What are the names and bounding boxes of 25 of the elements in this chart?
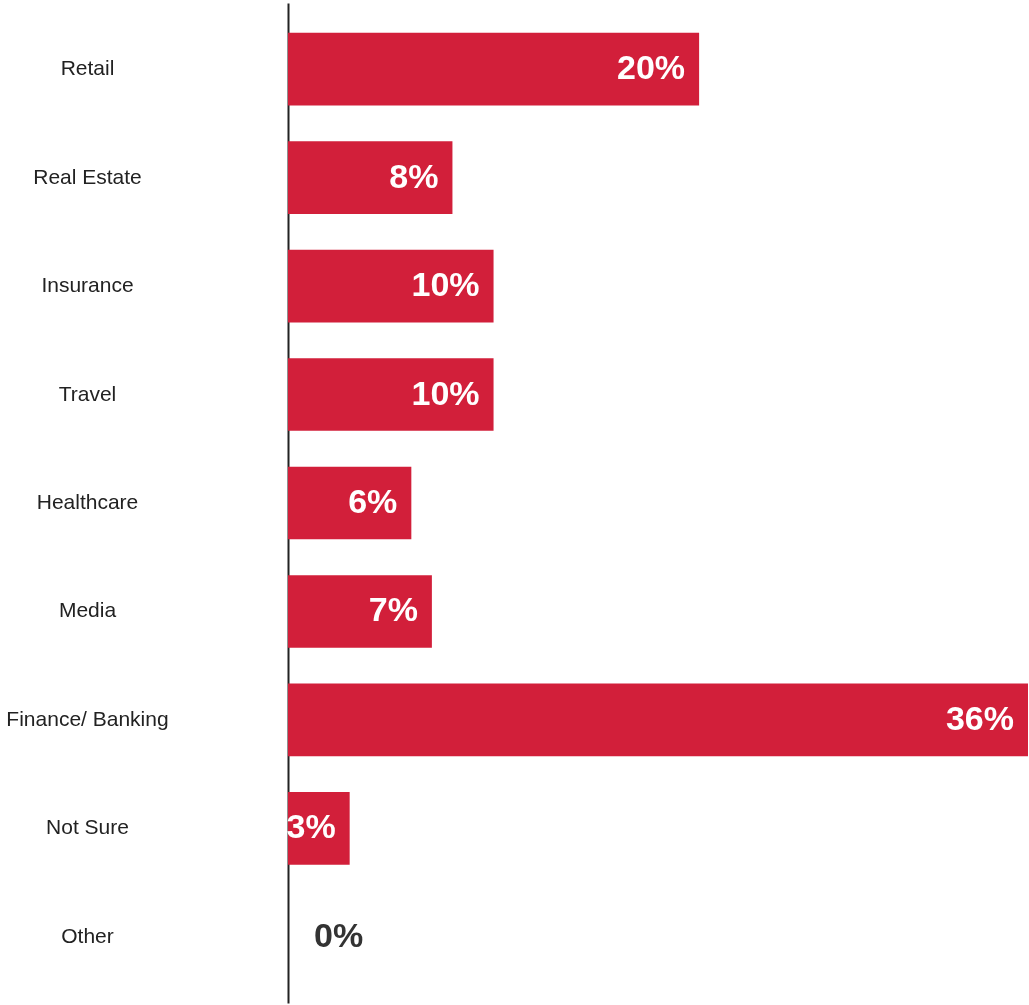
data-label: 20% — [617, 48, 686, 87]
y-tick-label: Real Estate — [33, 164, 142, 188]
bar — [288, 32, 700, 106]
bar — [288, 358, 494, 431]
bar — [288, 249, 494, 323]
y-tick-label: Retail — [60, 56, 115, 80]
data-label: 6% — [348, 482, 398, 520]
y-tick-label: Other — [61, 923, 114, 947]
y-tick-label: Insurance — [41, 273, 134, 297]
bar — [288, 466, 412, 540]
y-tick-label: Not Sure — [46, 815, 129, 839]
data-label: 36% — [945, 698, 1014, 737]
y-tick-label: Media — [58, 598, 117, 622]
y-tick-label: Travel — [58, 381, 117, 405]
data-label: 10% — [411, 373, 480, 412]
y-tick-label: Healthcare — [36, 490, 139, 513]
bar — [288, 575, 432, 648]
data-label: 10% — [411, 265, 480, 304]
data-label: 8% — [389, 156, 439, 195]
data-label: 7% — [368, 590, 418, 629]
bar — [288, 683, 1028, 757]
data-label: 0% — [314, 915, 364, 954]
y-tick-label: Finance/ Banking — [6, 706, 169, 730]
data-label: 3% — [286, 807, 336, 846]
bar — [288, 141, 453, 214]
